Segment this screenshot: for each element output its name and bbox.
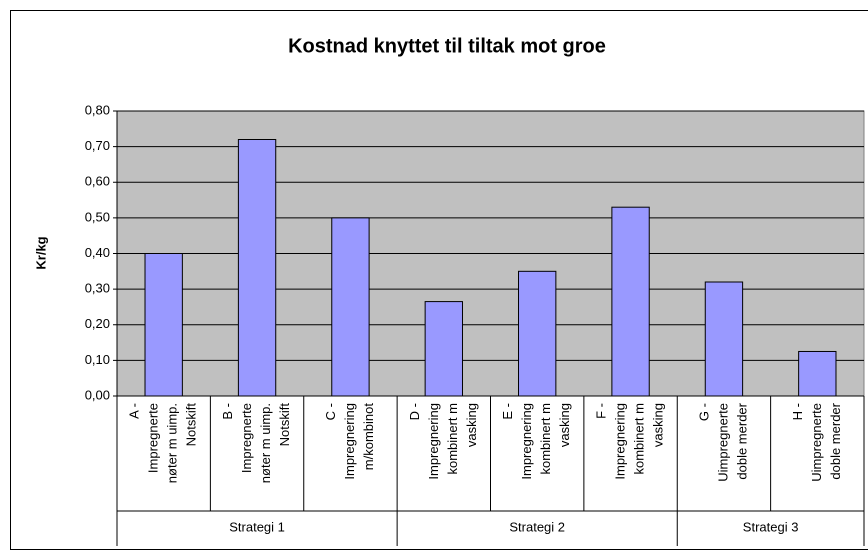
x-tick-label: m/kombinot [361,403,376,471]
x-tick-label: Impregnering [613,403,628,480]
x-tick-label: vasking [651,403,666,447]
y-tick-label: 0,10 [85,352,110,367]
x-tick-label: doble merder [734,402,749,479]
x-tick-label: H - [790,403,805,420]
x-tick-label: nøter m uimp. [258,403,273,483]
x-tick-label: doble merder [828,402,843,479]
x-tick-label: Uimpregnerte [809,403,824,482]
x-tick-label: Notskift [277,403,292,447]
x-tick-label: Impregnering [519,403,534,480]
x-tick-label: kombinert m [538,403,553,475]
x-tick-label: kombinert m [445,403,460,475]
x-tick-label: Impregnerte [146,403,161,473]
x-tick-label: kombinert m [632,403,647,475]
x-tick-label: F - [594,403,609,419]
bar [798,350,837,397]
y-tick-label: 0,60 [85,174,110,189]
x-tick-label: Impregnering [342,403,357,480]
bar [518,270,557,397]
y-tick-label: 0,00 [85,387,110,402]
x-tick-label: vasking [464,403,479,447]
y-tick-label: 0,20 [85,316,110,331]
x-tick-label: B - [220,403,235,420]
chart-title: Kostnad knyttet til tiltak mot groe [288,35,606,57]
y-tick-label: 0,50 [85,209,110,224]
x-tick-label: G - [696,403,711,421]
y-tick-label: 0,80 [85,102,110,117]
x-tick-label: nøter m uimp. [165,403,180,483]
group-label: Strategi 1 [229,519,285,534]
y-axis-label: Kr/kg [33,236,48,269]
bar [611,206,650,397]
x-tick-label: E - [500,403,515,420]
group-label: Strategi 3 [743,519,799,534]
group-label: Strategi 2 [509,519,565,534]
bar [237,139,277,397]
x-tick-label: Notskift [184,403,199,447]
bar [144,253,183,397]
x-tick-label: vasking [557,403,572,447]
bar [331,217,370,397]
x-tick-label: D - [407,403,422,420]
bar [424,301,463,397]
y-tick-label: 0,30 [85,281,110,296]
x-tick-label: Uimpregnerte [715,403,730,482]
x-tick-label: A - [127,403,142,419]
y-tick-label: 0,40 [85,245,110,260]
x-tick-label: Impregnerte [239,403,254,473]
bar [704,281,744,397]
x-tick-label: Impregnering [426,403,441,480]
x-tick-label: C - [323,403,338,420]
y-tick-label: 0,70 [85,138,110,153]
